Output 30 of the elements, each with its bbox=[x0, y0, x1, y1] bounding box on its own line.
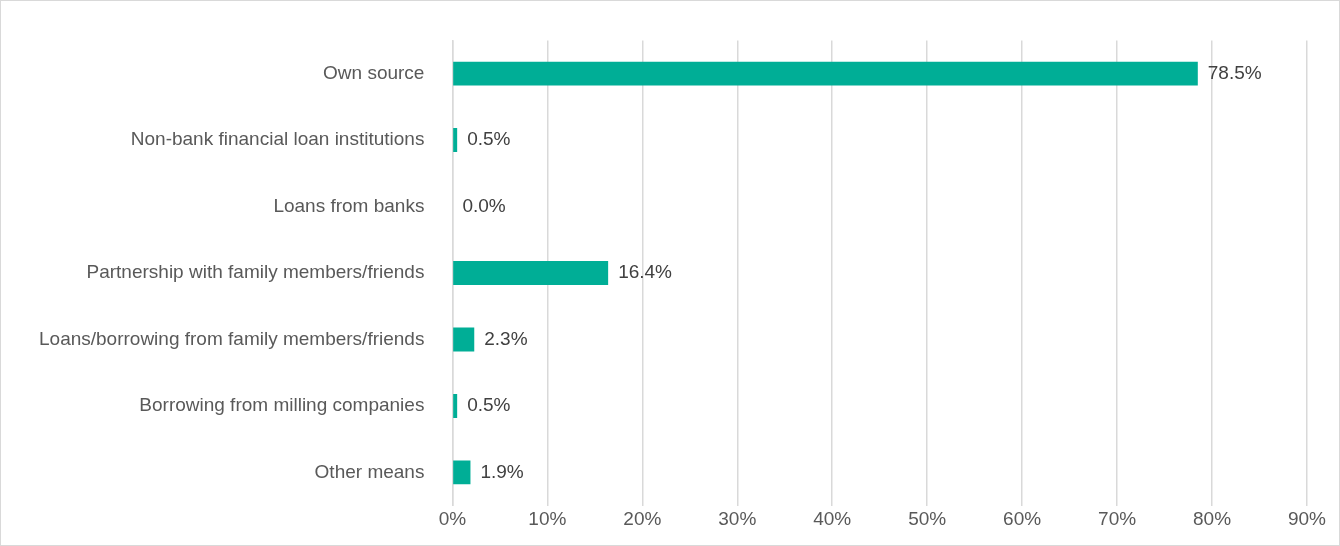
x-tick-label: 60% bbox=[1003, 508, 1042, 530]
bar bbox=[453, 460, 471, 485]
x-tick-label: 70% bbox=[1098, 508, 1137, 530]
x-tick-label: 80% bbox=[1193, 508, 1232, 530]
data-label: 0.0% bbox=[462, 194, 506, 216]
x-tick-label: 90% bbox=[1287, 508, 1327, 530]
y-tick-label: Partnership with family members/friends bbox=[86, 261, 425, 283]
data-label: 0.5% bbox=[467, 394, 511, 416]
bar bbox=[453, 261, 609, 285]
bar bbox=[453, 128, 458, 153]
x-tick-label: 50% bbox=[908, 508, 947, 530]
x-tick-label: 20% bbox=[623, 508, 662, 530]
x-tick-label: 30% bbox=[718, 508, 757, 530]
y-tick-label: Loans from banks bbox=[273, 194, 425, 216]
data-label: 0.5% bbox=[467, 128, 511, 150]
y-tick-label: Non-bank financial loan institutions bbox=[130, 128, 425, 150]
y-tick-label: Other means bbox=[314, 460, 425, 482]
bar bbox=[453, 327, 475, 352]
y-tick-label: Loans/borrowing from family members/friends bbox=[39, 327, 425, 349]
bar bbox=[453, 61, 1198, 86]
data-label: 16.4% bbox=[618, 261, 673, 283]
y-tick-label: Own source bbox=[323, 61, 425, 83]
data-label: 78.5% bbox=[1207, 61, 1262, 83]
x-tick-label: 40% bbox=[813, 508, 852, 530]
data-label: 2.3% bbox=[484, 327, 528, 349]
y-tick-label: Borrowing from milling companies bbox=[139, 394, 425, 416]
bar bbox=[453, 393, 458, 418]
x-tick-label: 10% bbox=[528, 508, 567, 530]
x-tick-label: 0% bbox=[438, 508, 467, 530]
data-label: 1.9% bbox=[480, 460, 524, 482]
